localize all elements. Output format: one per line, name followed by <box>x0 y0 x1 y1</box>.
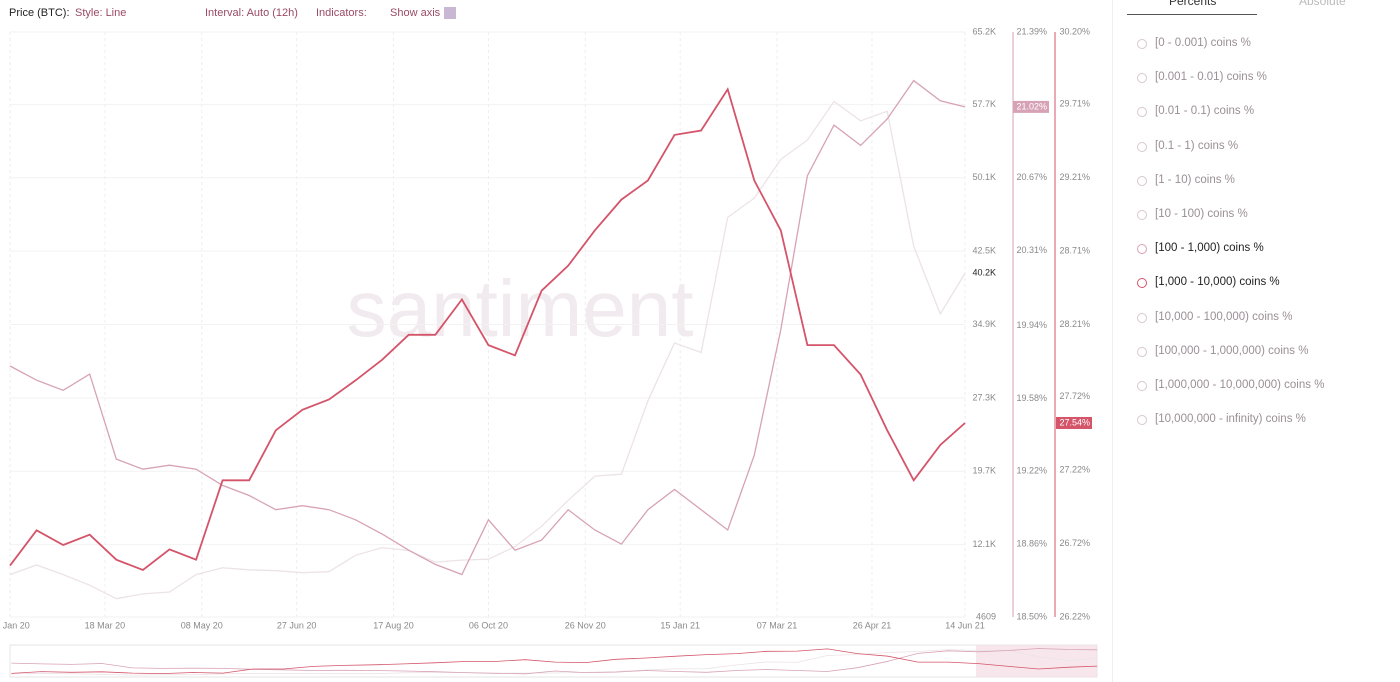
y-tick-label: 20.31% <box>1016 245 1047 255</box>
y-tick-label: 29.71% <box>1059 98 1090 108</box>
legend-dot[interactable] <box>1137 278 1147 289</box>
legend-item[interactable]: [100,000 - 1,000,000) coins % <box>1155 344 1309 357</box>
y-tick-label: 12.1K <box>972 539 996 549</box>
legend-dot[interactable] <box>1137 244 1147 255</box>
value-label: 27.54% <box>1059 417 1090 427</box>
x-tick-label: 17 Aug 20 <box>373 620 414 630</box>
y-tick-label: 19.58% <box>1016 393 1047 403</box>
legend-dot[interactable] <box>1137 210 1147 220</box>
series-line <box>9 100 966 600</box>
y-tick-label: 50.1K <box>972 172 996 182</box>
y-tick-label: 29.21% <box>1059 172 1090 182</box>
series-line <box>9 87 966 572</box>
y-tick-label: 42.5K <box>972 246 996 256</box>
navigator-line <box>11 648 1098 675</box>
y-tick-label: 27.3K <box>972 392 996 402</box>
x-tick-label: 07 Mar 21 <box>757 620 798 630</box>
x-tick-label: 06 Oct 20 <box>469 620 508 630</box>
y-tick-label: 28.71% <box>1059 245 1090 255</box>
legend-item[interactable]: [0.01 - 0.1) coins % <box>1155 105 1255 118</box>
style-select[interactable]: Style: Line <box>75 7 127 19</box>
show-axis-toggle[interactable]: Show axis <box>390 7 441 19</box>
legend-dot[interactable] <box>1137 415 1147 426</box>
tab-percents[interactable]: Percents <box>1169 0 1217 8</box>
watermark: santiment <box>347 264 694 353</box>
tab-underline <box>1127 14 1257 15</box>
x-tick-label: 08 May 20 <box>181 620 223 630</box>
value-label: 21.02% <box>1016 101 1047 111</box>
navigator <box>9 644 1098 678</box>
y-tick-label: 27.22% <box>1059 464 1090 474</box>
y-tick-label: 18.86% <box>1016 539 1047 549</box>
legend-dot[interactable] <box>1137 39 1147 49</box>
interval-select[interactable]: Interval: Auto (12h) <box>205 7 298 19</box>
tab-absolute[interactable]: Absolute <box>1299 0 1346 8</box>
legend-item[interactable]: [100 - 1,000) coins % <box>1155 242 1264 255</box>
y-tick-label: 26.72% <box>1059 538 1090 548</box>
value-badge <box>1056 416 1092 429</box>
x-tick-label: 27 Jun 20 <box>277 620 317 630</box>
legend-item[interactable]: [1,000,000 - 10,000,000) coins % <box>1155 379 1325 391</box>
x-tick-label: 14 Jun 21 <box>945 620 985 630</box>
y-tick-label: 4609 <box>976 611 996 621</box>
legend-dot[interactable] <box>1137 175 1147 186</box>
legend-item[interactable]: [10,000 - 100,000) coins % <box>1155 310 1293 323</box>
x-tick-label: 28 Jan 20 <box>0 620 30 630</box>
legend-dot[interactable] <box>1137 381 1147 391</box>
legend-item[interactable]: [10 - 100) coins % <box>1155 208 1248 220</box>
y-tick-label: 18.50% <box>1016 611 1047 621</box>
y-tick-label: 27.72% <box>1059 391 1090 401</box>
legend-item[interactable]: [1 - 10) coins % <box>1155 173 1235 186</box>
navigator-line <box>11 649 1098 676</box>
y-tick-label: 21.39% <box>1016 26 1047 36</box>
value-badge <box>1013 100 1049 113</box>
y-tick-label: 57.7K <box>972 99 996 109</box>
indicators-select[interactable]: Indicators: <box>316 7 367 19</box>
y-tick-label: 28.21% <box>1059 319 1090 329</box>
y-tick-label: 19.22% <box>1016 466 1047 476</box>
y-tick-label: 65.2K <box>972 26 996 36</box>
legend-dot[interactable] <box>1137 107 1147 118</box>
chart: santiment 28 Jan 20 18 Mar 20 08 May 20 27 J… <box>0 26 1098 678</box>
legend-item[interactable]: [0.1 - 1) coins % <box>1155 139 1239 152</box>
y-tick-label: 26.22% <box>1059 611 1090 621</box>
x-tick-label: 18 Mar 20 <box>85 620 126 630</box>
navigator-line <box>11 648 1098 675</box>
x-tick-label: 26 Apr 21 <box>853 620 892 630</box>
legend-item[interactable]: [0 - 0.001) coins % <box>1155 37 1251 49</box>
legend-dot[interactable] <box>1137 141 1147 152</box>
legend-dot[interactable] <box>1137 312 1147 323</box>
y-tick-label: 30.20% <box>1059 26 1090 36</box>
x-tick-label: 26 Nov 20 <box>565 620 606 630</box>
value-label: 40.2K <box>972 268 996 278</box>
axis-icon[interactable] <box>444 7 456 19</box>
legend-item[interactable]: [1,000 - 10,000) coins % <box>1155 276 1280 289</box>
legend-dot[interactable] <box>1137 346 1147 357</box>
y-tick-label: 19.94% <box>1016 320 1047 330</box>
legend-panel: Percents Absolute [0 - 0.001) coins % [0.… <box>1112 0 1400 682</box>
y-tick-label: 19.7K <box>972 466 996 476</box>
series-line <box>9 79 966 576</box>
y-tick-label: 20.67% <box>1016 172 1047 182</box>
legend-item[interactable]: [0.001 - 0.01) coins % <box>1155 71 1267 84</box>
legend-item[interactable]: [10,000,000 - infinity) coins % <box>1155 413 1306 426</box>
y-tick-label: 34.9K <box>972 319 996 329</box>
legend-dot[interactable] <box>1137 73 1147 84</box>
price-label: Price (BTC): <box>9 7 70 19</box>
x-tick-label: 15 Jan 21 <box>660 620 700 630</box>
